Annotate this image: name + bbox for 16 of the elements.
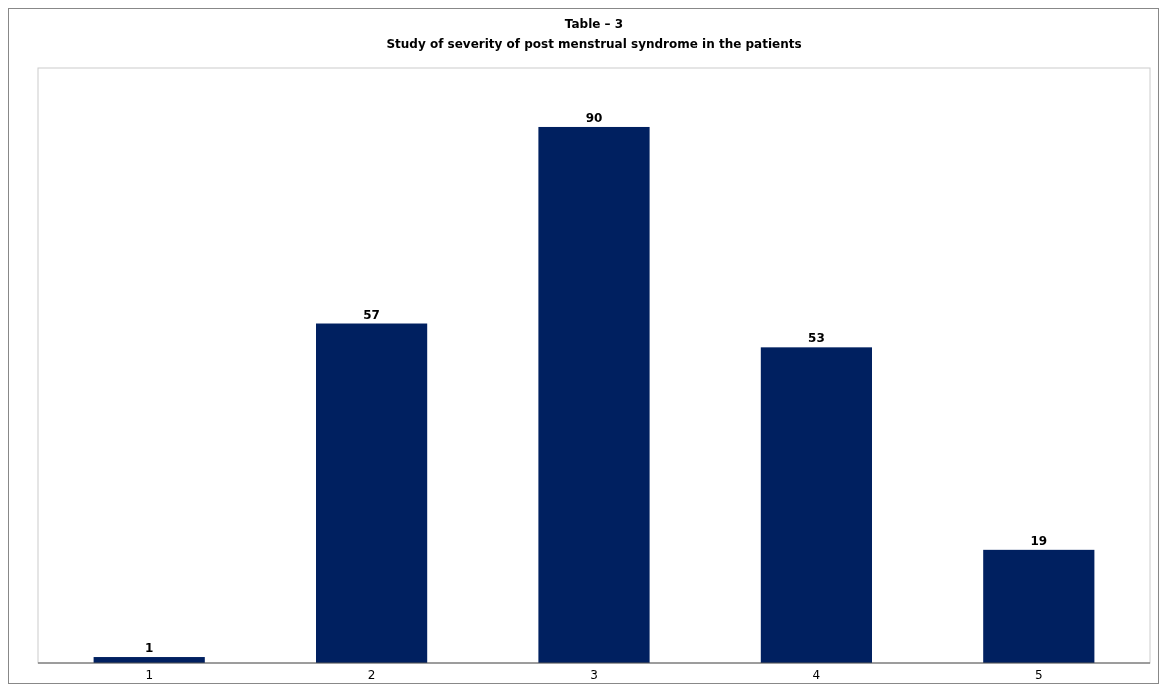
x-tick-label: 4 <box>812 668 821 682</box>
data-label: 53 <box>808 331 825 346</box>
chart-subtitle: Study of severity of post menstrual syndrome in the patients <box>386 37 802 51</box>
bar <box>316 323 428 663</box>
x-tick-label: 1 <box>145 668 154 682</box>
bar <box>538 126 650 663</box>
x-tick-label: 3 <box>590 668 598 682</box>
data-label: 90 <box>585 110 603 125</box>
data-label: 19 <box>1030 533 1048 548</box>
x-tick-label: 5 <box>1034 668 1043 682</box>
bar <box>760 347 872 663</box>
data-label: 1 <box>145 641 154 656</box>
chart-title: Table – 3 <box>564 17 624 31</box>
x-tick-label: 2 <box>367 668 376 682</box>
bar <box>983 549 1095 663</box>
data-label: 57 <box>363 307 380 322</box>
